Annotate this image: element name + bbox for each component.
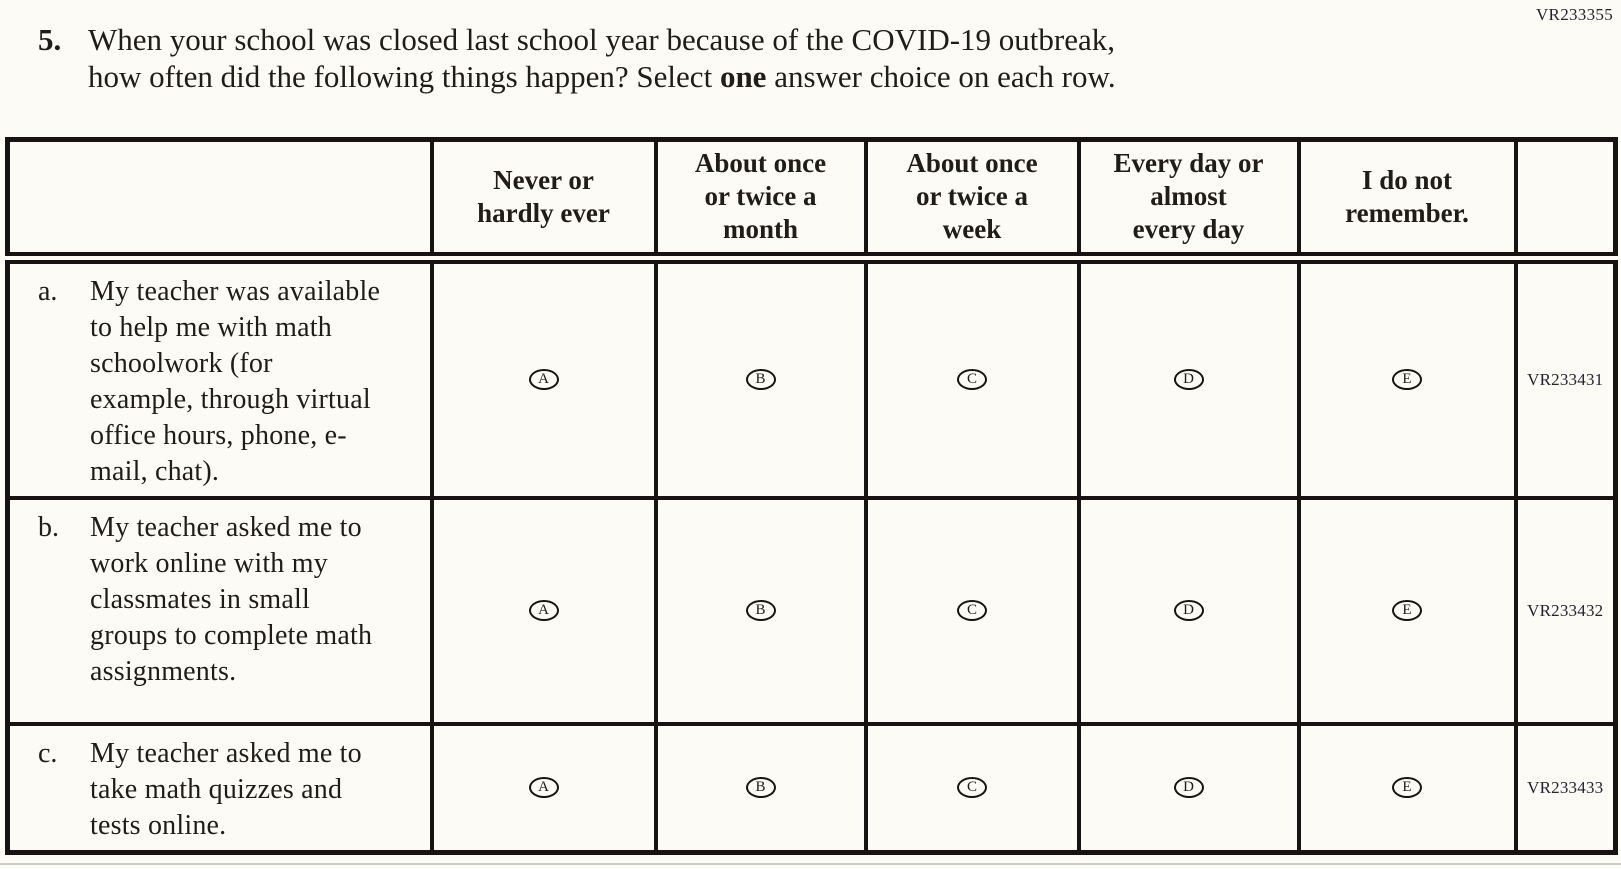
answer-cell-c-month: B [653, 721, 868, 854]
answer-cell-b-week: C [863, 495, 1081, 726]
statement-text: My teacher asked me to work online with … [90, 511, 373, 687]
question-text: When your school was closed last school … [88, 21, 1116, 95]
answer-cell-c-noremember: E [1296, 721, 1518, 854]
answer-cell-c-never: A [429, 721, 658, 854]
question-line2-start: how often did the following things happe… [88, 59, 720, 94]
statement-cell: b. My teacher asked me to work online wi… [5, 495, 434, 726]
answer-cell-c-everyday: D [1076, 721, 1301, 854]
answer-bubble-a-B[interactable]: B [745, 369, 776, 390]
vr-code: VR233433 [1513, 721, 1618, 854]
header-empty-code [1513, 137, 1618, 264]
answer-bubble-c-C[interactable]: C [957, 777, 987, 798]
table-row-c: c. My teacher asked me to take math quiz… [5, 721, 1618, 854]
answer-cell-a-everyday: D [1076, 255, 1301, 500]
question-line2-end: answer choice on each row. [766, 59, 1116, 94]
answer-cell-b-month: B [653, 495, 868, 726]
page-edge-line [0, 863, 1621, 865]
vr-code: VR233432 [1513, 495, 1618, 726]
response-table: Never or hardly ever About once or twice… [5, 137, 1618, 855]
question-bold-word: one [719, 59, 767, 94]
answer-bubble-c-D[interactable]: D [1173, 777, 1204, 798]
header-never: Never or hardly ever [429, 137, 658, 264]
header-do-not-remember: I do not remember. [1296, 137, 1518, 264]
table-row-b: b. My teacher asked me to work online wi… [5, 495, 1618, 726]
header-every-day: Every day or almost every day [1076, 137, 1301, 264]
row-letter: a. [38, 275, 58, 307]
table-row-a: a. My teacher was available to help me w… [5, 255, 1618, 500]
answer-cell-b-never: A [429, 495, 658, 726]
answer-bubble-b-D[interactable]: D [1173, 600, 1204, 621]
header-empty-statement [5, 137, 434, 264]
statement-text: My teacher asked me to take math quizzes… [90, 737, 362, 841]
answer-bubble-b-E[interactable]: E [1392, 600, 1422, 621]
statement-cell: c. My teacher asked me to take math quiz… [5, 721, 434, 854]
question-block: 5. When your school was closed last scho… [38, 21, 1116, 95]
answer-bubble-c-E[interactable]: E [1392, 777, 1422, 798]
question-number: 5. [38, 22, 62, 57]
answer-bubble-a-C[interactable]: C [957, 369, 987, 390]
answer-cell-a-month: B [653, 255, 868, 500]
row-letter: b. [38, 511, 59, 543]
answer-cell-a-noremember: E [1296, 255, 1518, 500]
header-once-twice-month: About once or twice a month [653, 137, 868, 264]
answer-bubble-b-A[interactable]: A [528, 600, 559, 621]
answer-bubble-b-B[interactable]: B [745, 600, 776, 621]
answer-cell-c-week: C [863, 721, 1081, 854]
answer-bubble-c-A[interactable]: A [528, 777, 559, 798]
row-letter: c. [38, 737, 58, 769]
answer-bubble-b-C[interactable]: C [957, 600, 987, 621]
answer-bubble-c-B[interactable]: B [745, 777, 776, 798]
header-row: Never or hardly ever About once or twice… [5, 137, 1618, 264]
answer-cell-b-noremember: E [1296, 495, 1518, 726]
answer-cell-b-everyday: D [1076, 495, 1301, 726]
question-line1: When your school was closed last school … [88, 22, 1115, 57]
header-once-twice-week: About once or twice a week [863, 137, 1081, 264]
answer-cell-a-week: C [863, 255, 1081, 500]
answer-cell-a-never: A [429, 255, 658, 500]
statement-text: My teacher was available to help me with… [90, 275, 381, 487]
vr-code: VR233431 [1513, 255, 1618, 500]
statement-cell: a. My teacher was available to help me w… [5, 255, 434, 500]
form-code: VR233355 [1535, 5, 1613, 24]
answer-bubble-a-D[interactable]: D [1173, 369, 1204, 390]
answer-bubble-a-E[interactable]: E [1392, 369, 1422, 390]
answer-bubble-a-A[interactable]: A [528, 369, 559, 390]
